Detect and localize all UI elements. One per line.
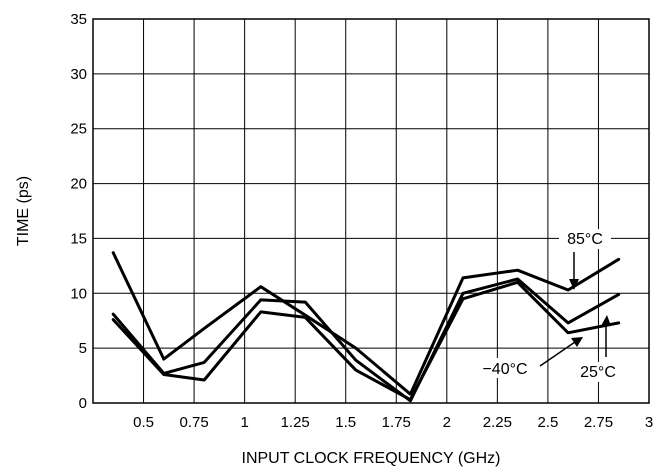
annotation-leader: [539, 341, 576, 367]
y-tick-label: 35: [70, 11, 87, 28]
x-tick-label: 0.75: [179, 414, 208, 431]
arrowhead-icon: [569, 279, 579, 290]
series-line-2: [111, 280, 621, 402]
grid: [93, 18, 650, 404]
y-tick-label: 5: [79, 340, 87, 357]
y-tick-label: 10: [70, 285, 87, 302]
y-tick-label: 15: [70, 230, 87, 247]
x-tick-label: 1.5: [335, 414, 356, 431]
x-axis-ticks: 0.5 0.75 1 1.25 1.5 1.75 2 2.25 2.5 2.75 3: [133, 414, 653, 431]
annotation-background: [559, 229, 611, 249]
x-tick-label: 3: [645, 414, 653, 431]
series-layer: [111, 251, 621, 403]
y-axis-title: TIME (ps): [15, 176, 32, 246]
x-tick-label: 1.25: [281, 414, 310, 431]
x-tick-label: 2.25: [483, 414, 512, 431]
arrowhead-icon: [571, 337, 583, 347]
plot-frame: [92, 18, 650, 404]
y-tick-label: 25: [70, 121, 87, 138]
x-tick-label: 1.75: [382, 414, 411, 431]
annotation-background: [571, 362, 625, 382]
annotation-background: [473, 358, 539, 378]
annotation-layer: 85°C 25°C −40°C: [473, 229, 625, 382]
annotation-label: −40°C: [482, 361, 527, 378]
y-tick-label: 0: [79, 395, 87, 412]
x-tick-label: 1: [240, 414, 248, 431]
x-tick-label: 2.75: [584, 414, 613, 431]
series-line-1: [111, 277, 621, 403]
series-line-0: [111, 251, 621, 396]
x-tick-label: 2: [443, 414, 451, 431]
y-tick-label: 30: [70, 66, 87, 83]
arrowhead-icon: [601, 315, 611, 326]
x-tick-label: 2.5: [537, 414, 558, 431]
y-tick-label: 20: [70, 176, 87, 193]
annotation-label: 85°C: [567, 231, 603, 248]
annotation-label: 25°C: [580, 364, 616, 381]
x-tick-label: 0.5: [133, 414, 154, 431]
y-axis-ticks: 0 5 10 15 20 25 30 35: [70, 11, 87, 412]
series-annotation: −40°C: [473, 337, 583, 378]
series-annotation: 85°C: [559, 229, 611, 290]
x-axis-title: INPUT CLOCK FREQUENCY (GHz): [242, 450, 501, 467]
series-annotation: 25°C: [571, 315, 625, 382]
